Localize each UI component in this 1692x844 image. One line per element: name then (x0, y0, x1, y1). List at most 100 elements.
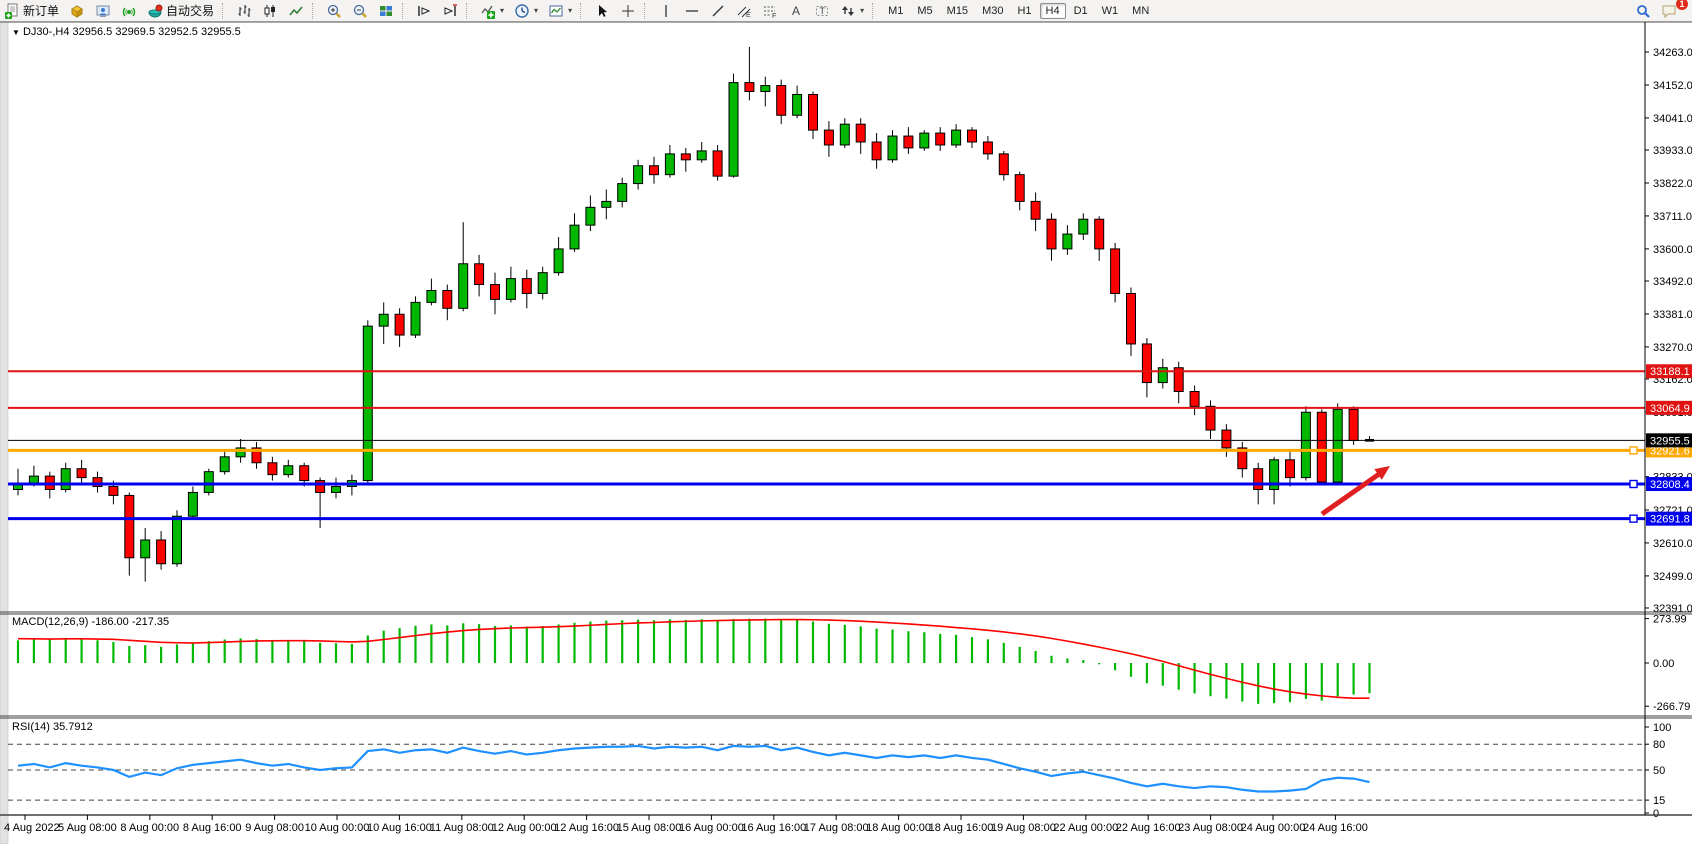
tf-button-w1[interactable]: W1 (1101, 4, 1119, 17)
candlesticks[interactable] (13, 46, 1375, 582)
periods-button[interactable]: ▾ (510, 1, 542, 21)
bar-chart-button[interactable] (232, 1, 256, 21)
tf-button-d1[interactable]: D1 (1073, 4, 1088, 17)
line-handle-marker[interactable] (1629, 514, 1638, 523)
tf-button-m15[interactable]: M15 (946, 4, 969, 17)
macd-axis-label: 0.00 (1653, 658, 1674, 670)
zoom-out-button[interactable] (348, 1, 372, 21)
crosshair-button[interactable] (616, 1, 640, 21)
zoom-out-icon (353, 4, 367, 18)
candle-body (855, 123, 866, 143)
candle-body (1062, 233, 1073, 250)
candle-body (792, 93, 803, 116)
candle-body (839, 123, 850, 146)
templates-button[interactable]: ▾ (544, 1, 576, 21)
chart-shift-button[interactable] (438, 1, 462, 21)
price-tick-label: 33492.0 (1653, 276, 1692, 288)
fibonacci-button[interactable]: F (758, 1, 782, 21)
tf-button-mn[interactable]: MN (1132, 4, 1150, 17)
channel-button[interactable]: E (732, 1, 756, 21)
price-badge-label: 32808.4 (1650, 479, 1690, 491)
text-label-icon: T (816, 5, 829, 16)
autotrade-button[interactable]: 自动交易 (143, 1, 218, 21)
line-handle-marker[interactable] (1629, 446, 1638, 455)
horizontal-lines[interactable] (8, 370, 1645, 523)
candle-body (490, 284, 500, 300)
zoom-in-button[interactable] (322, 1, 346, 21)
candle-body (331, 486, 341, 493)
chart-window: 34263.0 34152.0 34041.0 33933.0 33822.0 33711… (0, 22, 1692, 844)
dropdown-caret-icon: ▾ (860, 6, 865, 15)
tf-button-h1[interactable]: H1 (1017, 4, 1032, 17)
chart-title-ohlc: 32956.5 32969.5 32952.5 32955.5 (72, 26, 241, 38)
text-label-button[interactable]: T (810, 1, 834, 21)
time-tick-label: 8 Aug 16:00 (183, 822, 242, 834)
candle-body (521, 278, 532, 294)
time-tick-label: 12 Aug 00:00 (492, 822, 557, 834)
history-center-button[interactable] (65, 1, 89, 21)
chat-button[interactable]: 1 (1657, 0, 1688, 21)
time-tick-label: 22 Aug 00:00 (1053, 822, 1118, 834)
rsi-axis-label: 50 (1653, 765, 1665, 777)
tile-windows-button[interactable] (374, 1, 398, 21)
horizontal-line-icon (686, 9, 699, 12)
horizontal-line-button[interactable] (680, 1, 704, 21)
price-tick-label: 32499.0 (1653, 571, 1692, 583)
tf-button-m1[interactable]: M1 (888, 4, 904, 17)
rsi-pane[interactable]: 100 80 50 150 (8, 722, 1671, 820)
toolbar-separator (222, 2, 228, 19)
cursor-button[interactable] (590, 1, 614, 21)
price-badge (1646, 364, 1692, 379)
macd-axis-label: -266.79 (1653, 701, 1690, 713)
new-order-button[interactable]: 新订单 (0, 1, 63, 21)
candle-body (776, 85, 787, 116)
arrow-annotation[interactable] (1320, 466, 1390, 517)
search-icon (1637, 4, 1650, 18)
search-button[interactable] (1631, 1, 1655, 21)
profile-button[interactable] (91, 1, 115, 21)
candle-body (203, 471, 214, 493)
price-badge (1646, 400, 1692, 415)
tile-windows-icon (380, 5, 393, 16)
line-chart-button[interactable] (284, 1, 308, 21)
add-indicator-button[interactable]: ▾ (476, 1, 508, 21)
price-tick-label: 33933.0 (1653, 145, 1692, 157)
broadcast-button[interactable] (117, 1, 141, 21)
candle-body (823, 129, 834, 146)
trendline-button[interactable] (706, 1, 730, 21)
time-tick-label: 24 Aug 00:00 (1241, 822, 1306, 834)
tf-button-m5[interactable]: M5 (917, 4, 933, 17)
text-button[interactable]: A (784, 1, 808, 21)
dropdown-caret-icon: ▾ (500, 6, 505, 15)
macd-pane[interactable]: 273.99 0.00 -266.79 (16, 614, 1690, 714)
candle-body (283, 465, 294, 476)
candlestick-chart-button[interactable] (258, 1, 282, 21)
symbol-dropdown-icon[interactable]: ▼ (12, 28, 20, 37)
candle-body (410, 301, 421, 336)
chat-bubble-icon (1662, 5, 1676, 18)
chart-canvas[interactable]: 34263.0 34152.0 34041.0 33933.0 33822.0 33711… (0, 22, 1692, 844)
tf-button-h4[interactable]: H4 (1039, 2, 1066, 19)
candle-body (1141, 343, 1152, 384)
candle-body (1253, 468, 1264, 490)
time-tick-label: 11 Aug 08:00 (430, 822, 494, 834)
vertical-line-button[interactable] (654, 1, 678, 21)
time-tick-label: 10 Aug 00:00 (305, 822, 370, 834)
line-handle-marker[interactable] (1629, 479, 1638, 489)
arrows-button[interactable]: ▾ (836, 1, 868, 21)
chart-title-symbol: DJ30-,H4 (22, 26, 70, 38)
candle-body (124, 494, 135, 559)
price-tick-label: 34263.0 (1653, 47, 1692, 59)
candle-body (378, 313, 389, 327)
auto-scroll-button[interactable] (412, 1, 436, 21)
macd-signal-line (17, 618, 1370, 700)
time-tick-label: 22 Aug 16:00 (1116, 822, 1181, 834)
candle-body (1030, 200, 1041, 220)
time-tick-label: 16 Aug 00:00 (679, 822, 744, 834)
time-tick-label: 19 Aug 08:00 (991, 822, 1056, 834)
candle-body (92, 477, 103, 488)
tf-button-m30[interactable]: M30 (982, 4, 1004, 17)
autotrade-icon (148, 4, 163, 17)
zoom-in-icon (327, 4, 341, 18)
price-badge-label: 33064.9 (1650, 403, 1690, 415)
